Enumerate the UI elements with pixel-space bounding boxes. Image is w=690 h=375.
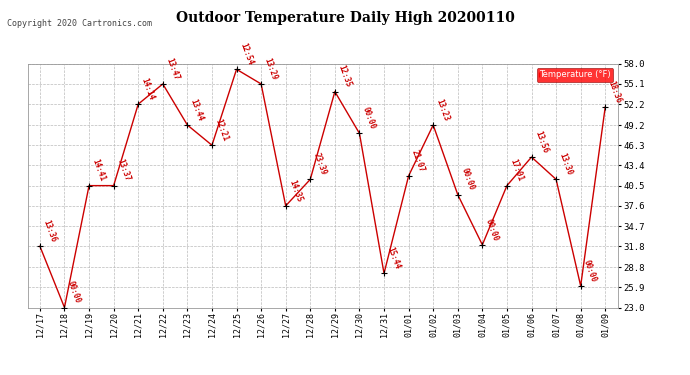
Text: 00:00: 00:00: [484, 217, 500, 242]
Text: Copyright 2020 Cartronics.com: Copyright 2020 Cartronics.com: [7, 19, 152, 28]
Text: 00:00: 00:00: [66, 280, 82, 305]
Text: 13:30: 13:30: [558, 152, 574, 177]
Text: 13:44: 13:44: [189, 98, 205, 122]
Text: 18:36: 18:36: [607, 80, 623, 104]
Text: 17:01: 17:01: [509, 158, 524, 183]
Text: 14:35: 14:35: [287, 178, 304, 203]
Text: 12:54: 12:54: [238, 42, 255, 66]
Text: 13:47: 13:47: [164, 56, 181, 81]
Text: 12:35: 12:35: [336, 64, 353, 89]
Text: 00:00: 00:00: [582, 258, 598, 283]
Text: 14:14: 14:14: [139, 76, 156, 101]
Text: 00:00: 00:00: [459, 167, 475, 192]
Text: 00:00: 00:00: [361, 106, 377, 130]
Text: 15:44: 15:44: [386, 246, 402, 271]
Text: 13:56: 13:56: [533, 129, 549, 154]
Text: 12:21: 12:21: [213, 118, 230, 142]
Text: 21:07: 21:07: [410, 148, 426, 173]
Text: Outdoor Temperature Daily High 20200110: Outdoor Temperature Daily High 20200110: [175, 11, 515, 25]
Legend: Temperature (°F): Temperature (°F): [537, 68, 613, 82]
Text: 13:23: 13:23: [435, 98, 451, 122]
Text: 13:37: 13:37: [115, 158, 131, 183]
Text: 13:29: 13:29: [262, 56, 279, 81]
Text: 13:36: 13:36: [41, 219, 58, 243]
Text: 14:41: 14:41: [90, 158, 107, 183]
Text: 23:39: 23:39: [312, 152, 328, 177]
